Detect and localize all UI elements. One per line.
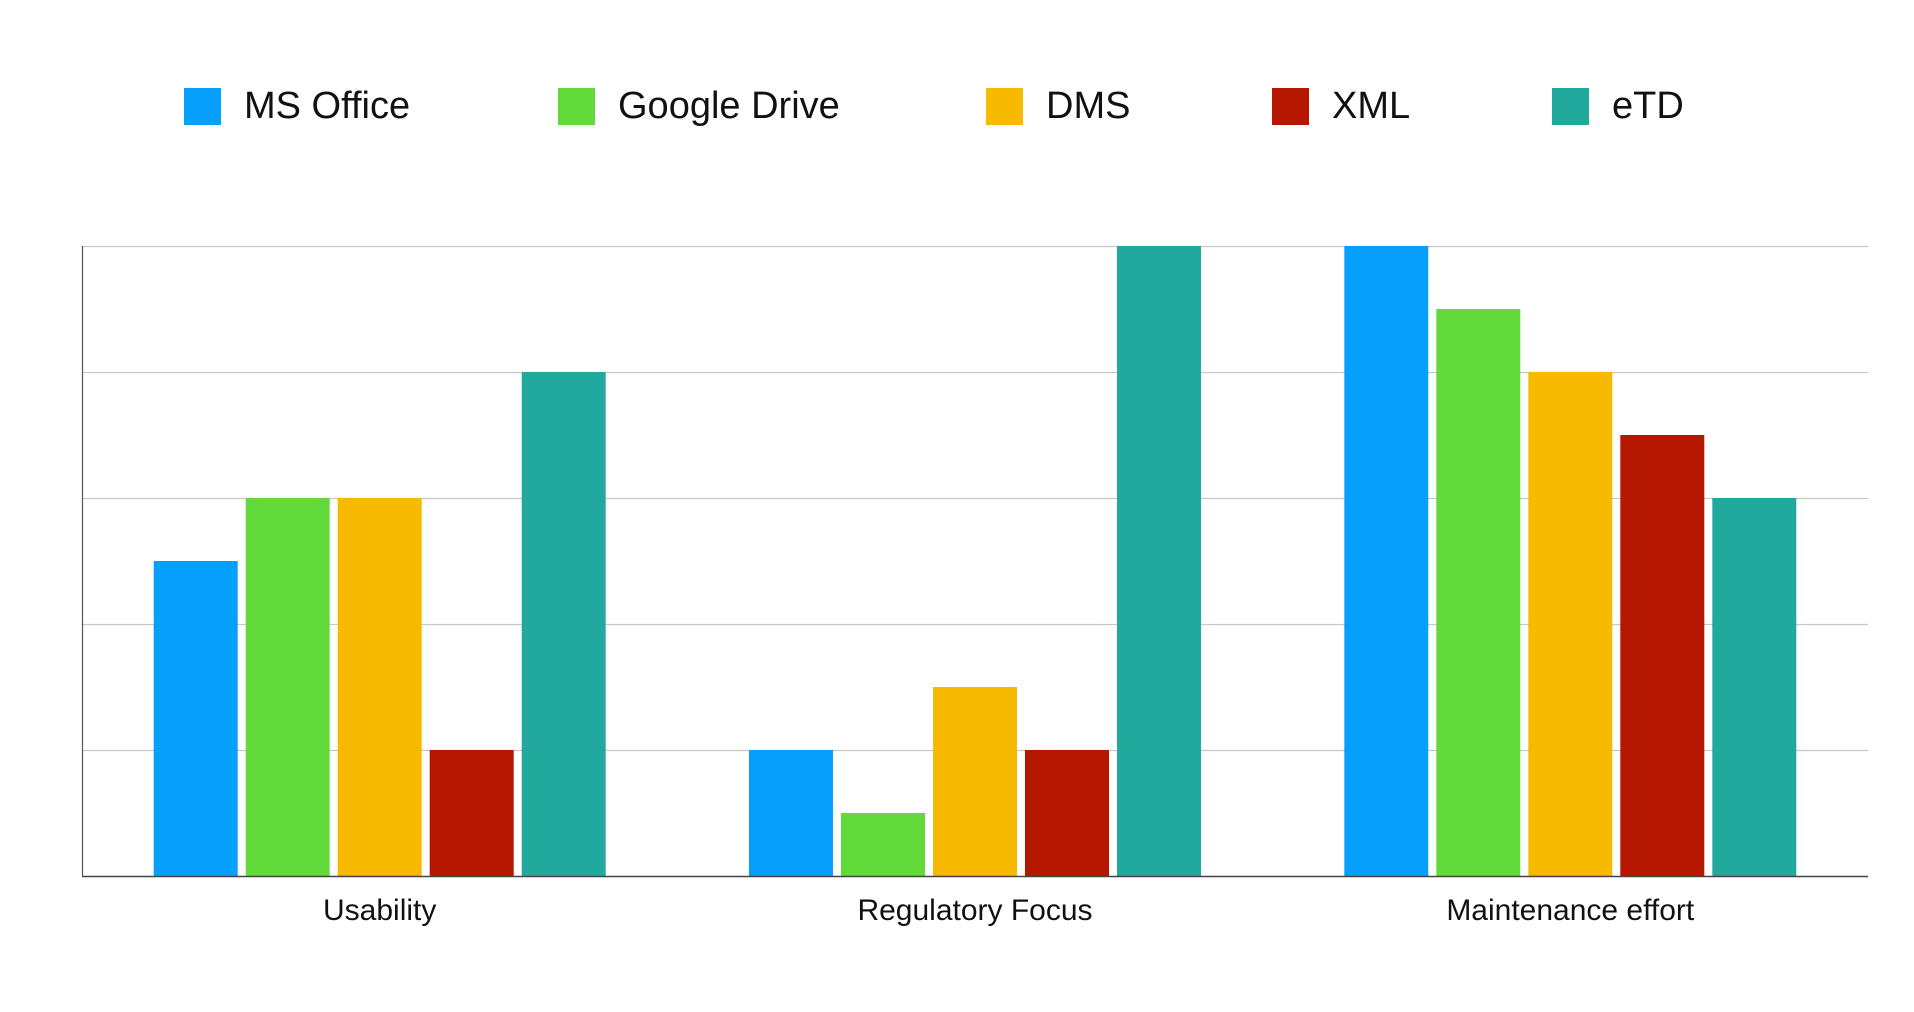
bar-regulatory-focus-dms <box>933 687 1017 876</box>
category-label-regulatory-focus: Regulatory Focus <box>857 894 1092 927</box>
bar-regulatory-focus-etd <box>1117 246 1201 876</box>
bars <box>153 246 1797 876</box>
bar-usability-google-drive <box>245 498 330 876</box>
legend-item-etd: eTD <box>1552 84 1684 127</box>
category-label-maintenance-effort: Maintenance effort <box>1446 894 1695 927</box>
legend-item-xml: XML <box>1272 84 1411 127</box>
bar-usability-etd <box>521 372 606 876</box>
bar-regulatory-focus-google-drive <box>841 813 925 876</box>
legend-label-google-drive: Google Drive <box>618 84 840 127</box>
bar-regulatory-focus-xml <box>1025 750 1109 876</box>
legend-label-dms: DMS <box>1046 84 1131 127</box>
legend-label-xml: XML <box>1332 84 1411 127</box>
legend-swatch-etd <box>1552 87 1589 125</box>
legend-item-google-drive: Google Drive <box>558 84 840 127</box>
bar-maintenance-effort-ms-office <box>1344 246 1429 876</box>
bar-maintenance-effort-xml <box>1620 435 1705 876</box>
bar-usability-dms <box>337 498 422 876</box>
category-label-usability: Usability <box>323 894 436 927</box>
bar-usability-xml <box>429 750 514 876</box>
legend-swatch-dms <box>986 87 1023 125</box>
legend-item-ms-office: MS Office <box>184 84 411 127</box>
legend-swatch-xml <box>1272 87 1309 125</box>
legend-swatch-google-drive <box>558 87 595 125</box>
legend-item-dms: DMS <box>986 84 1131 127</box>
legend-swatch-ms-office <box>184 87 221 125</box>
legend: MS Office Google Drive DMS XML eTD <box>184 84 1744 127</box>
bar-maintenance-effort-etd <box>1712 498 1797 876</box>
axes <box>81 246 1868 878</box>
bar-usability-ms-office <box>153 561 238 876</box>
category-labels: Usability Regulatory Focus Maintenance eff… <box>323 894 1695 927</box>
legend-label-ms-office: MS Office <box>244 84 411 127</box>
legend-label-etd: eTD <box>1612 84 1684 127</box>
bar-maintenance-effort-google-drive <box>1436 309 1521 876</box>
bar-maintenance-effort-dms <box>1528 372 1613 876</box>
bar-regulatory-focus-ms-office <box>749 750 833 876</box>
